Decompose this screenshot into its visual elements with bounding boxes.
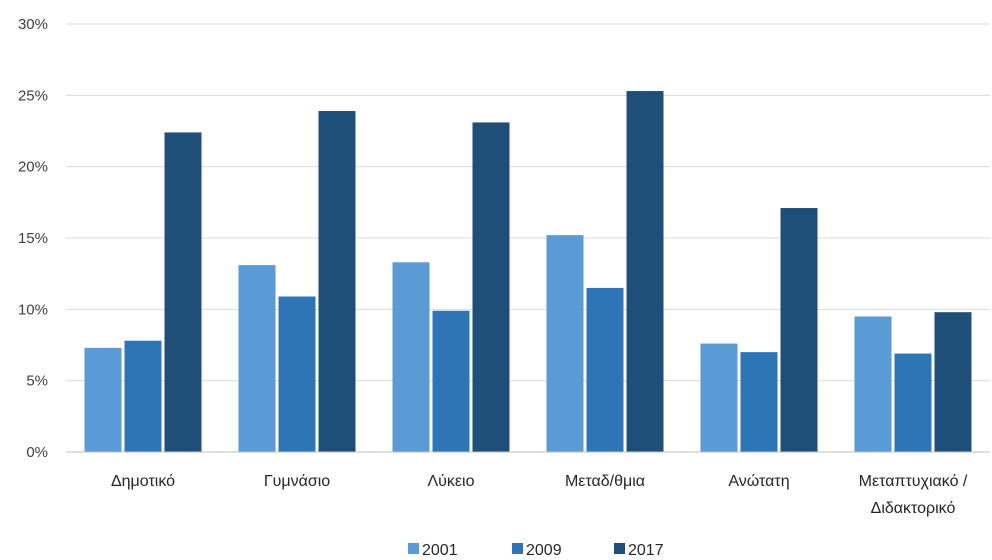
y-tick-label: 0% [26, 444, 48, 461]
bar-2001-2 [393, 262, 430, 452]
bar-2009-1 [279, 296, 316, 452]
bar-2017-4 [781, 208, 818, 452]
bar-2009-5 [895, 354, 932, 452]
legend-item-2017: 2017 [614, 542, 664, 559]
legend-label: 2001 [422, 542, 458, 559]
bar-2001-1 [239, 265, 276, 452]
y-tick-label: 5% [26, 373, 48, 390]
bar-2017-0 [165, 132, 202, 452]
y-tick-label: 10% [18, 301, 48, 318]
x-category-label: Δημοτικό [111, 473, 175, 490]
bar-2017-5 [935, 312, 972, 452]
y-axis-ticks: 0% 5% 10% 15% 20% 25% 30% [18, 16, 48, 461]
legend-item-2001: 2001 [408, 542, 458, 559]
legend-item-2009: 2009 [512, 542, 562, 559]
legend-swatch [512, 543, 523, 554]
y-tick-label: 25% [18, 87, 48, 104]
y-tick-label: 20% [18, 159, 48, 176]
x-category-label: Μεταπτυχιακό / [859, 473, 968, 490]
x-category-label: Γυμνάσιο [264, 473, 330, 490]
bar-2001-5 [855, 316, 892, 452]
y-tick-label: 15% [18, 230, 48, 247]
x-category-label: Λύκειο [427, 473, 474, 490]
bar-2017-3 [627, 91, 664, 452]
x-axis-categories: Δημοτικό Γυμνάσιο Λύκειο Μεταδ/θμια Ανώτατη Μ… [111, 473, 968, 517]
legend: 2001 2009 2017 [408, 542, 664, 559]
bar-2017-1 [319, 111, 356, 452]
x-category-label: Διδακτορικό [871, 500, 956, 517]
legend-swatch [614, 543, 625, 554]
legend-swatch [408, 543, 419, 554]
legend-label: 2009 [526, 542, 562, 559]
legend-label: 2017 [628, 542, 664, 559]
bar-2001-0 [85, 348, 122, 452]
y-tick-label: 30% [18, 16, 48, 33]
bar-2017-2 [473, 122, 510, 452]
x-category-label: Μεταδ/θμια [565, 473, 645, 490]
bar-2001-4 [701, 344, 738, 452]
bar-2009-2 [433, 311, 470, 452]
gridlines [66, 24, 990, 381]
bar-2009-0 [125, 341, 162, 452]
bar-2001-3 [547, 235, 584, 452]
bar-2009-4 [741, 352, 778, 452]
bars [85, 91, 972, 452]
bar-2009-3 [587, 288, 624, 452]
x-category-label: Ανώτατη [728, 473, 789, 490]
